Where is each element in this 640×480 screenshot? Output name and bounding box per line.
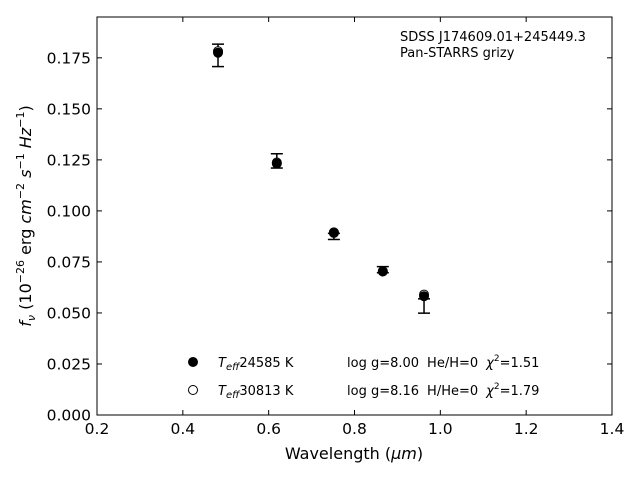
annotation-line-2: Pan-STARRS grizy	[400, 46, 515, 61]
y-tick-label: 0.000	[47, 407, 91, 425]
annotation-line-1: SDSS J174609.01+245449.3	[400, 30, 586, 45]
legend-marker-open	[188, 385, 198, 395]
legend-2-teff: 30813 K	[239, 384, 293, 399]
markers	[213, 46, 430, 302]
y-axis-title: fν (10−26 erg cm−2 s−1 Hz−1)	[14, 105, 38, 326]
legend-2-logg: log g=8.16	[347, 384, 419, 399]
legend-2-rest: log g=8.16 H/He=0 χ2=1.79	[347, 382, 539, 399]
model-point-filled	[377, 266, 388, 277]
y-tick-label: 0.100	[47, 202, 91, 220]
model-point-filled	[419, 291, 430, 302]
x-tick-label: 0.4	[171, 420, 196, 438]
legend-1-chi2: =1.51	[500, 356, 540, 371]
y-tick-label: 0.125	[47, 151, 91, 169]
x-tick-label: 1.2	[514, 420, 539, 438]
ticks: 0.2 0.4 0.6 0.8 1.0 1.2 1.4 0.000 0.025 0.050 0.07…	[47, 17, 625, 438]
legend-1-teff: 24585 K	[239, 356, 293, 371]
legend-1-comp: He/H=0	[427, 356, 478, 371]
error-bars	[212, 43, 431, 314]
model-point-filled	[213, 47, 224, 58]
x-tick-label: 0.2	[85, 420, 110, 438]
y-tick-label: 0.075	[47, 253, 91, 271]
x-axis-title: Wavelength (μm)	[285, 444, 423, 463]
legend-marker-filled	[188, 357, 198, 367]
legend-2-comp: H/He=0	[427, 384, 478, 399]
legend-label-series-2: Teff30813 K	[218, 384, 294, 401]
model-point-filled	[271, 158, 282, 169]
y-tick-label: 0.025	[47, 355, 91, 373]
legend-1-logg: log g=8.00	[347, 356, 419, 371]
y-tick-label: 0.175	[47, 49, 91, 67]
x-tick-label: 1.4	[600, 420, 625, 438]
y-tick-label: 0.150	[47, 100, 91, 118]
legend-label-series-1: Teff24585 K	[218, 356, 294, 373]
legend-2-chi2: =1.79	[500, 384, 540, 399]
x-tick-label: 0.6	[256, 420, 281, 438]
legend-1-rest: log g=8.00 He/H=0 χ2=1.51	[347, 354, 539, 371]
x-tick-label: 1.0	[428, 420, 453, 438]
model-point-filled	[328, 227, 339, 238]
y-tick-label: 0.050	[47, 304, 91, 322]
x-tick-label: 0.8	[342, 420, 367, 438]
